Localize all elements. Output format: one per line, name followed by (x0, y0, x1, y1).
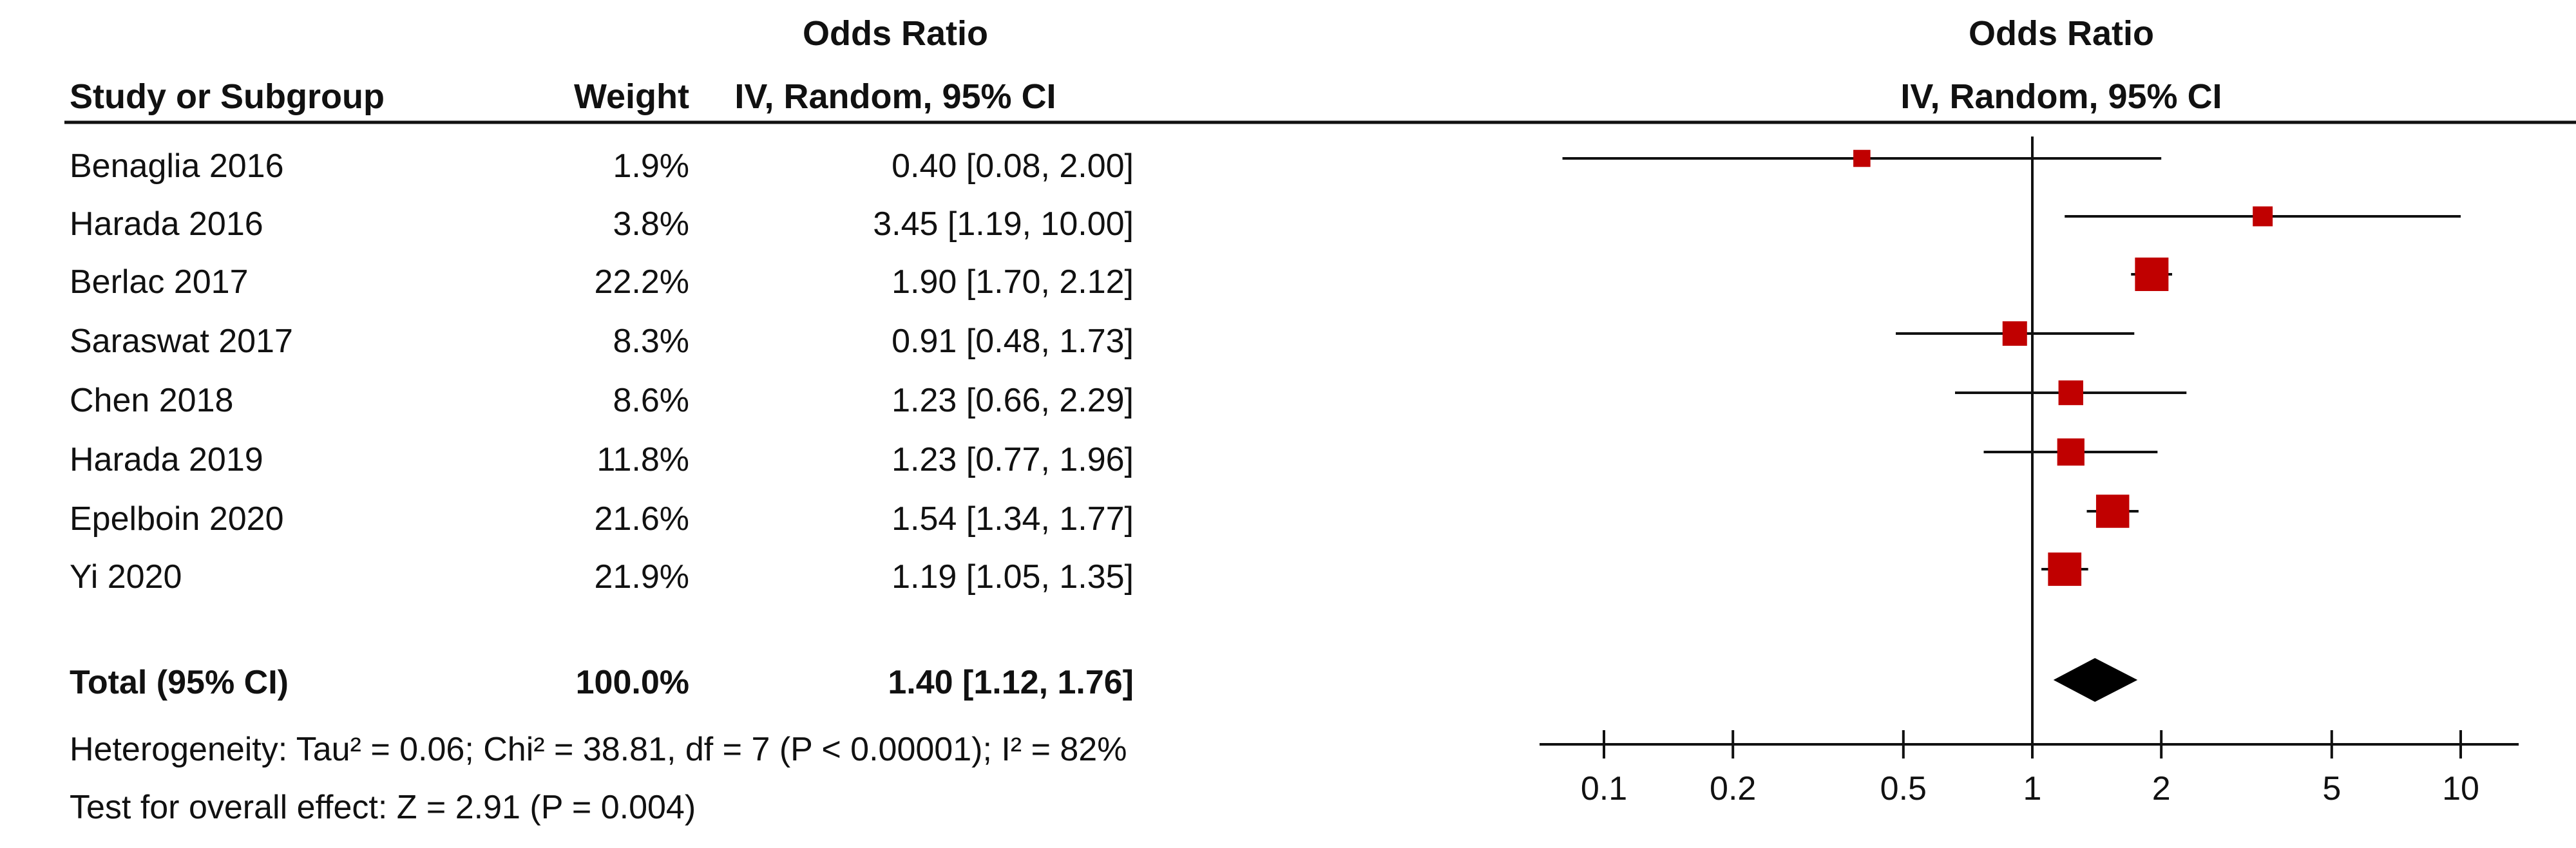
study-name: Yi 2020 (70, 558, 182, 596)
table-header-group: Odds Ratio (802, 14, 988, 53)
x-tick-label: 0.2 (1710, 770, 1756, 807)
study-name: Harada 2016 (70, 205, 263, 243)
x-tick-label: 10 (2442, 770, 2479, 807)
study-name: Chen 2018 (70, 382, 234, 419)
study-weight: 21.6% (594, 500, 689, 538)
total-ci: 1.40 [1.12, 1.76] (888, 664, 1134, 701)
study-weight: 8.6% (613, 382, 689, 419)
study-weight: 1.9% (613, 147, 689, 185)
x-tick-label: 2 (2152, 770, 2171, 807)
x-tick-label: 1 (2023, 770, 2042, 807)
overall-effect-text: Test for overall effect: Z = 2.91 (P = 0… (70, 789, 696, 826)
study-name: Berlac 2017 (70, 263, 249, 301)
study-marker (2095, 495, 2130, 528)
study-marker (2135, 258, 2169, 291)
study-weight: 11.8% (596, 441, 689, 478)
study-marker (2057, 438, 2085, 466)
x-tick-label: 0.5 (1880, 770, 1927, 807)
study-name: Saraswat 2017 (70, 323, 293, 360)
heterogeneity-text: Heterogeneity: Tau² = 0.06; Chi² = 38.81… (70, 731, 1127, 768)
plot-subtitle: IV, Random, 95% CI (1900, 77, 2222, 116)
study-marker (1853, 149, 1871, 167)
plot-layer: 0.1 0.2 0.5 1 2 5 10 (1540, 137, 2519, 807)
study-name: Benaglia 2016 (70, 147, 284, 185)
x-tick-label: 0.1 (1581, 770, 1627, 807)
study-ci: 0.91 [0.48, 1.73] (892, 323, 1134, 360)
plot-title: Odds Ratio (1968, 14, 2154, 53)
study-name: Epelboin 2020 (70, 500, 284, 538)
study-marker (2058, 380, 2083, 406)
study-marker (2002, 321, 2027, 346)
study-weight: 21.9% (594, 558, 689, 596)
study-name: Harada 2019 (70, 441, 263, 478)
study-ci: 3.45 [1.19, 10.00] (873, 205, 1134, 243)
study-ci: 1.23 [0.66, 2.29] (892, 382, 1134, 419)
col-header-weight: Weight (574, 77, 689, 116)
study-ci: 1.19 [1.05, 1.35] (892, 558, 1134, 596)
study-ci: 1.23 [0.77, 1.96] (892, 441, 1134, 478)
study-ci: 1.90 [1.70, 2.12] (892, 263, 1134, 301)
study-weight: 22.2% (594, 263, 689, 301)
study-ci: 1.54 [1.34, 1.77] (892, 500, 1134, 538)
col-header-study: Study or Subgroup (70, 77, 385, 116)
pooled-diamond (2053, 658, 2138, 702)
col-header-ci: IV, Random, 95% CI (734, 77, 1056, 116)
study-ci: 0.40 [0.08, 2.00] (892, 147, 1134, 185)
study-marker (2048, 552, 2082, 586)
study-marker (2253, 206, 2273, 227)
study-weight: 3.8% (613, 205, 689, 243)
total-label: Total (95% CI) (70, 664, 289, 701)
x-tick-label: 5 (2322, 770, 2341, 807)
total-weight: 100.0% (575, 664, 689, 701)
study-weight: 8.3% (613, 323, 689, 360)
